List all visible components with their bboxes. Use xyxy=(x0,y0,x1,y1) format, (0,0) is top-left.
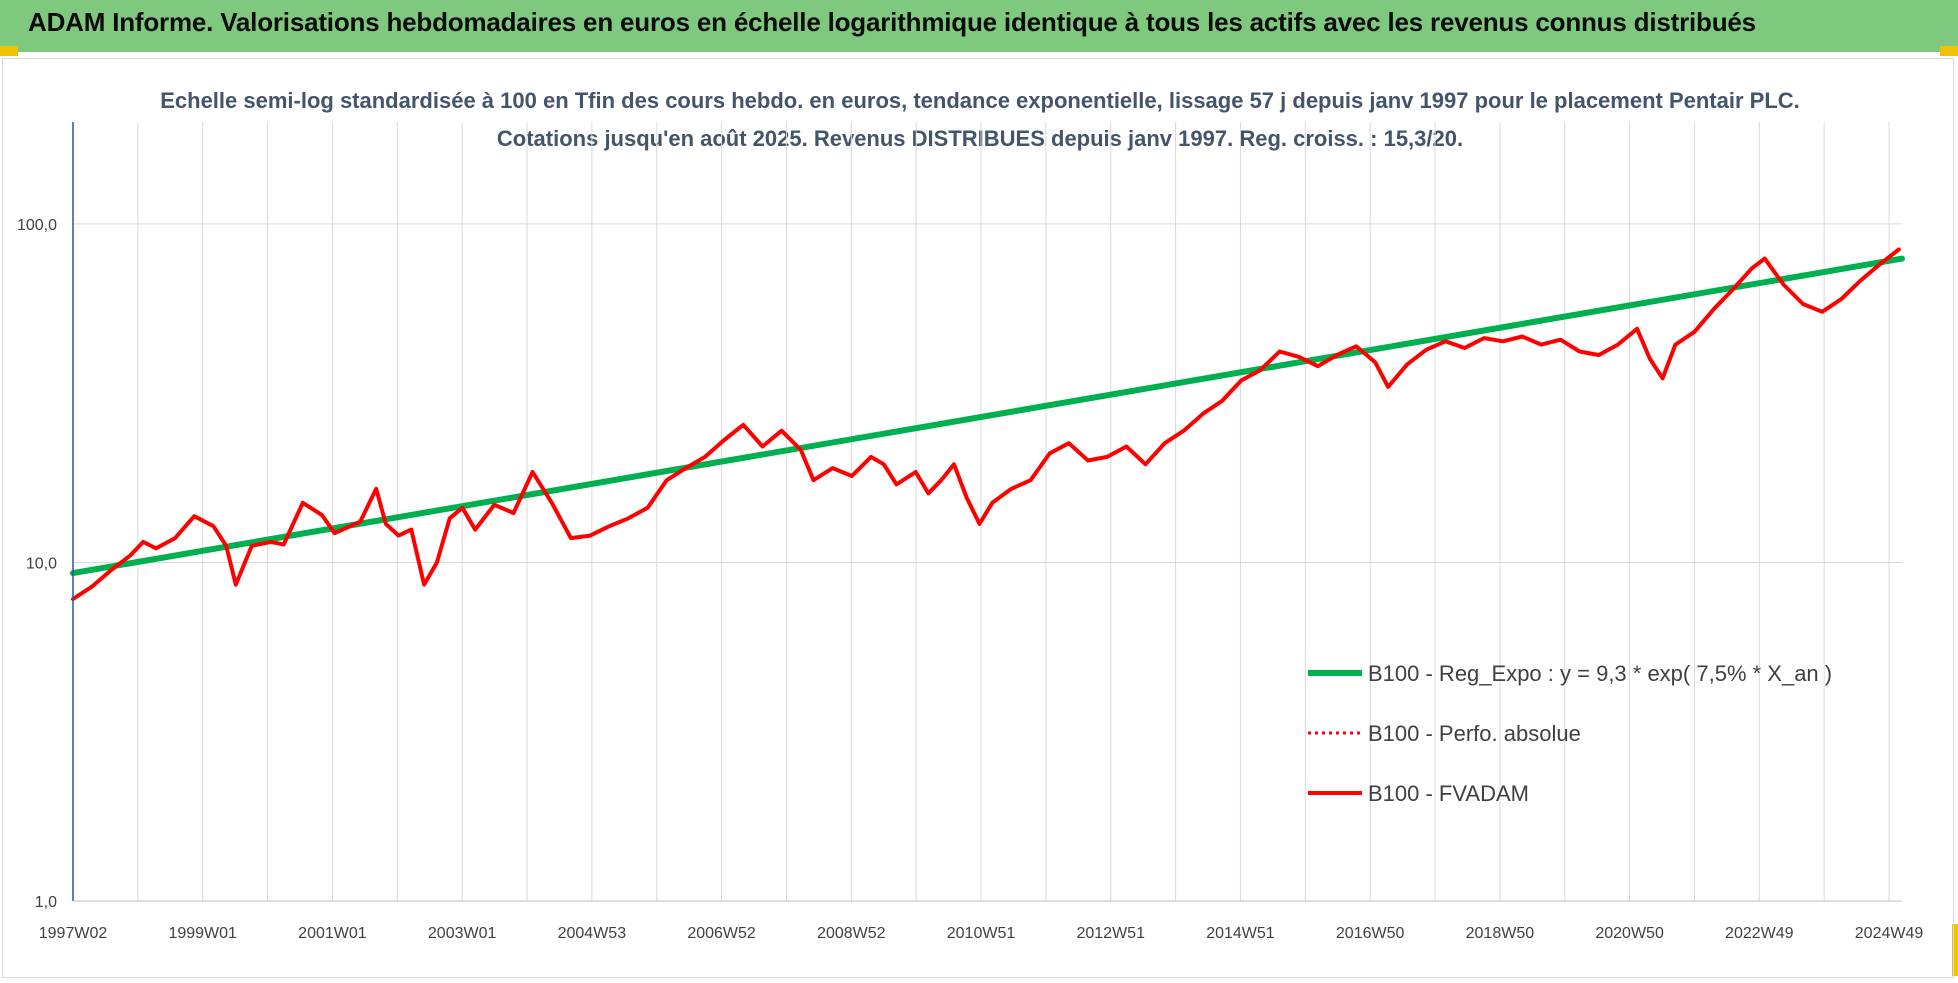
x-tick-label: 2006W52 xyxy=(687,925,756,942)
x-tick-label: 2012W51 xyxy=(1076,925,1145,942)
x-tick-label: 2008W52 xyxy=(817,925,886,942)
x-tick-label: 2010W51 xyxy=(947,925,1016,942)
axes: 1,0 10,0 100,0 1997W02 1999W01 2001W01 2003W01… xyxy=(17,122,1923,942)
x-tick-label: 2004W53 xyxy=(558,925,627,942)
x-tick-label: 2003W01 xyxy=(428,925,497,942)
y-tick-label: 100,0 xyxy=(17,217,57,234)
chart-frame xyxy=(2,58,1954,978)
x-tick-label: 2016W50 xyxy=(1336,925,1405,942)
legend-label: B100 - FVADAM xyxy=(1368,781,1529,806)
legend-label: B100 - Reg_Expo : y = 9,3 * exp( 7,5% * … xyxy=(1368,661,1832,686)
corner-marker xyxy=(1952,924,1958,976)
x-tick-label: 2022W49 xyxy=(1725,925,1794,942)
chart-title: Echelle semi-log standardisée à 100 en T… xyxy=(160,88,1800,151)
x-tick-label: 2018W50 xyxy=(1466,925,1535,942)
x-tick-label: 2001W01 xyxy=(298,925,367,942)
x-tick-label: 2020W50 xyxy=(1595,925,1664,942)
y-tick-label: 10,0 xyxy=(26,555,57,572)
y-tick-label: 1,0 xyxy=(35,894,57,911)
legend-label: B100 - Perfo. absolue xyxy=(1368,721,1581,746)
grid xyxy=(73,122,1902,902)
x-tick-label: 2014W51 xyxy=(1206,925,1275,942)
legend: B100 - Reg_Expo : y = 9,3 * exp( 7,5% * … xyxy=(1308,661,1832,806)
series-layer xyxy=(70,247,1905,601)
x-tick-label: 1997W02 xyxy=(39,925,108,942)
corner-marker xyxy=(1940,46,1958,56)
title-banner: ADAM Informe. Valorisations hebdomadaire… xyxy=(0,0,1958,52)
regression-line xyxy=(70,255,1905,577)
page-title: ADAM Informe. Valorisations hebdomadaire… xyxy=(28,7,1756,37)
x-tick-label: 1999W01 xyxy=(168,925,237,942)
price-line xyxy=(71,247,1901,601)
corner-marker xyxy=(0,46,18,56)
x-tick-label: 2024W49 xyxy=(1855,925,1924,942)
